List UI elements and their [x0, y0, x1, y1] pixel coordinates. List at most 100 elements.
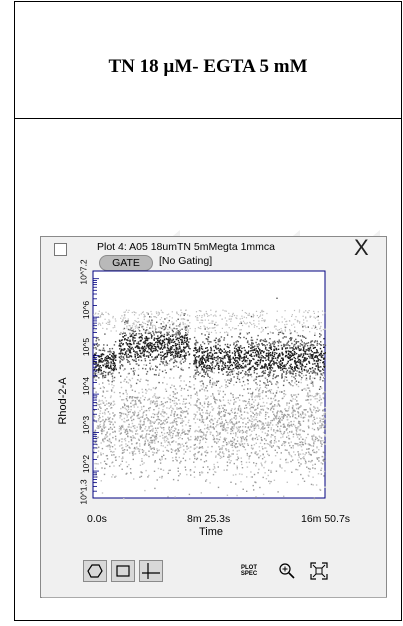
scatter-point: [159, 435, 161, 437]
scatter-point: [132, 337, 134, 339]
scatter-point: [301, 344, 303, 346]
scatter-point: [131, 329, 133, 332]
select-checkbox[interactable]: [54, 243, 67, 256]
scatter-plot[interactable]: [41, 237, 388, 599]
scatter-point: [105, 371, 107, 374]
scatter-point: [272, 434, 274, 436]
scatter-point: [239, 372, 242, 374]
scatter-point: [238, 431, 241, 433]
scatter-point: [256, 420, 259, 423]
scatter-point: [235, 446, 237, 449]
scatter-point: [151, 346, 153, 348]
scatter-point: [283, 380, 285, 382]
scatter-point: [172, 323, 174, 326]
scatter-point: [276, 381, 278, 383]
scatter-point: [223, 469, 225, 471]
scatter-point: [179, 462, 181, 464]
scatter-point: [194, 357, 197, 359]
scatter-point: [222, 368, 225, 370]
scatter-point: [294, 343, 296, 346]
scatter-point: [266, 349, 268, 351]
scatter-point: [263, 340, 265, 342]
scatter-point: [307, 312, 309, 314]
scatter-point: [233, 425, 235, 427]
scatter-point: [305, 389, 307, 391]
scatter-point: [177, 354, 179, 356]
scatter-point: [236, 365, 239, 367]
scatter-point: [193, 476, 196, 478]
scatter-point: [137, 414, 139, 416]
scatter-point: [284, 441, 286, 443]
scatter-point: [297, 408, 300, 410]
scatter-point: [279, 466, 281, 468]
scatter-point: [178, 432, 180, 434]
scatter-point: [298, 366, 300, 369]
scatter-point: [167, 332, 169, 335]
scatter-point: [283, 336, 286, 338]
scatter-point: [122, 399, 125, 401]
scatter-point: [271, 355, 273, 357]
scatter-point: [214, 467, 216, 469]
scatter-point: [183, 388, 186, 390]
scatter-point: [164, 420, 166, 422]
scatter-point: [100, 454, 102, 456]
scatter-point: [106, 357, 108, 360]
scatter-point: [224, 364, 226, 366]
scatter-point: [146, 345, 148, 347]
scatter-point: [154, 452, 156, 454]
scatter-point: [314, 355, 317, 357]
scatter-point: [128, 441, 130, 443]
scatter-point: [201, 362, 203, 364]
scatter-point: [228, 450, 230, 453]
gate-button[interactable]: GATE: [99, 255, 153, 271]
scatter-point: [230, 428, 233, 430]
scatter-point: [155, 438, 157, 441]
scatter-point: [264, 432, 266, 434]
scatter-point: [168, 333, 170, 336]
scatter-point: [184, 318, 186, 320]
scatter-point: [194, 393, 197, 395]
scatter-point: [315, 410, 318, 412]
scatter-point: [282, 443, 284, 445]
scatter-point: [321, 350, 323, 352]
close-icon[interactable]: X: [354, 235, 369, 260]
scatter-point: [294, 368, 296, 370]
scatter-point: [128, 349, 130, 352]
scatter-point: [235, 443, 237, 445]
scatter-point: [189, 470, 192, 472]
scatter-point: [287, 341, 289, 344]
scatter-point: [219, 357, 222, 359]
scatter-point: [317, 422, 319, 424]
scatter-point: [316, 355, 319, 358]
scatter-point: [228, 403, 231, 405]
scatter-point: [271, 424, 274, 426]
scatter-point: [323, 460, 326, 462]
gating-status: [No Gating]: [159, 255, 213, 267]
scatter-point: [216, 435, 218, 437]
scatter-point: [176, 420, 178, 423]
scatter-point: [201, 351, 203, 353]
scatter-point: [316, 356, 318, 359]
scatter-point: [314, 352, 316, 354]
scatter-point: [297, 444, 299, 447]
scatter-point: [134, 351, 137, 353]
scatter-point: [311, 340, 314, 342]
scatter-point: [318, 457, 320, 459]
scatter-point: [196, 394, 198, 397]
scatter-point: [204, 451, 206, 453]
scatter-point: [180, 367, 183, 369]
scatter-point: [225, 449, 228, 452]
scatter-point: [279, 464, 281, 466]
scatter-point: [311, 355, 314, 358]
scatter-point: [170, 339, 172, 341]
scatter-point: [166, 334, 168, 336]
scatter-point: [173, 357, 175, 359]
scatter-point: [176, 353, 178, 355]
scatter-point: [217, 423, 219, 426]
scatter-point: [159, 347, 161, 350]
scatter-point: [304, 352, 306, 354]
scatter-point: [172, 345, 174, 347]
scatter-point: [196, 317, 198, 319]
scatter-point: [102, 390, 104, 392]
scatter-point: [249, 455, 251, 457]
